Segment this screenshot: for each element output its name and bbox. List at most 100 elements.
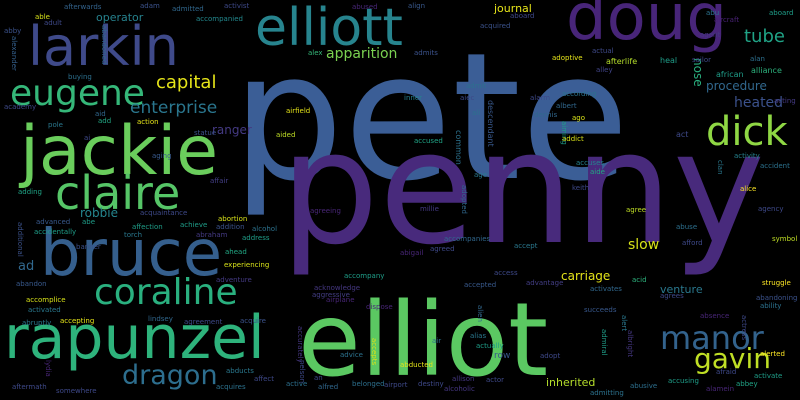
word-admitting: admitting <box>590 389 624 397</box>
word-slow: slow <box>628 237 660 253</box>
word-ranger: ranger <box>212 123 252 137</box>
word-jackie: jackie <box>20 112 219 191</box>
word-advanced: advanced <box>36 218 71 226</box>
word-succeeds: succeeds <box>584 306 617 314</box>
word-abortion: abortion <box>218 215 248 223</box>
word-agent: agent <box>700 31 721 39</box>
word-african: african <box>716 70 744 79</box>
word-eugene: eugene <box>10 73 145 114</box>
word-agreeing: agreeing <box>310 207 341 215</box>
word-adam: adam <box>140 2 160 10</box>
word-bruce: bruce <box>40 217 223 291</box>
word-align: align <box>408 2 426 10</box>
word-torch: torch <box>124 231 143 239</box>
word-dick: dick <box>706 109 788 155</box>
word-acquaintance: acquaintance <box>140 209 188 217</box>
word-accepts: accepts <box>370 338 378 366</box>
word-journal: journal <box>494 2 532 15</box>
word-abe: abe <box>82 218 96 226</box>
word-enterprise: enterprise <box>130 98 218 118</box>
word-aid: aid <box>95 110 106 118</box>
word-aftermath: aftermath <box>12 383 47 391</box>
word-abigail: abigail <box>400 249 424 257</box>
word-aging: aging <box>152 152 172 160</box>
word-inherited: inherited <box>546 376 596 389</box>
word-afterwards: afterwards <box>64 3 102 11</box>
word-albert: albert <box>556 102 577 110</box>
word-accusing: accusing <box>668 377 699 385</box>
word-alien: alien <box>476 305 484 322</box>
word-pole: pole <box>48 121 63 129</box>
word-according: according <box>562 90 597 98</box>
word-millie: millie <box>420 205 439 213</box>
word-activity: activity <box>734 152 760 160</box>
word-alice: alice <box>740 185 757 193</box>
word-heated: heated <box>734 95 784 111</box>
word-additional: additional <box>16 222 24 257</box>
word-abducted: abducted <box>400 361 433 369</box>
word-venture: venture <box>660 283 703 296</box>
word-agrees: agrees <box>660 292 684 300</box>
word-ago: ago <box>572 114 586 122</box>
word-activated: activated <box>28 306 61 314</box>
word-abuse: abuse <box>676 223 698 231</box>
word-abby: abby <box>4 27 22 35</box>
word-alerted: alerted <box>760 350 785 358</box>
word-struggle: struggle <box>762 279 791 287</box>
word-abraham: abraham <box>196 231 228 239</box>
word-destiny: destiny <box>418 380 444 388</box>
word-alley: alley <box>596 66 613 74</box>
word-descendant: descendant <box>486 100 495 147</box>
word-nelson: nelson <box>298 360 306 384</box>
word-aboard: aboard <box>769 9 794 17</box>
word-activate: activate <box>754 372 783 380</box>
word-capital: capital <box>156 72 217 93</box>
word-addict: addict <box>562 135 584 143</box>
word-elliott: elliott <box>255 0 403 58</box>
word-banner: banner <box>76 243 101 251</box>
word-agreement: agreement <box>184 318 223 326</box>
word-alex: alex <box>308 49 323 57</box>
word-buying: buying <box>68 73 92 81</box>
word-alfred: alfred <box>318 383 339 391</box>
word-alcohol: alcohol <box>252 225 278 233</box>
word-albright: albright <box>626 330 634 358</box>
word-symbol: symbol <box>772 235 798 243</box>
word-affection: affection <box>132 223 163 231</box>
word-allison: allison <box>452 375 475 383</box>
word-accidentally: accidentally <box>34 228 77 236</box>
word-adoptive: adoptive <box>552 54 583 62</box>
word-admit: admit <box>466 82 487 90</box>
word-alamein: alamein <box>706 385 735 393</box>
word-abbey: abbey <box>736 380 758 388</box>
word-common: common <box>454 130 463 165</box>
word-abu: abu <box>706 9 720 17</box>
word-acting: acting <box>774 97 796 105</box>
word-academy: academy <box>4 103 37 111</box>
word-accompanied: accompanied <box>196 15 243 23</box>
word-gavin: gavin <box>694 342 772 375</box>
word-address: address <box>242 234 270 242</box>
word-accused: accused <box>414 137 443 145</box>
word-acquire: acquire <box>240 317 266 325</box>
word-abused: abused <box>352 3 378 11</box>
word-acknowledge: acknowledge <box>314 284 361 292</box>
word-keith: keith <box>572 184 590 192</box>
word-airfield: airfield <box>286 107 311 115</box>
word-accepting: accepting <box>60 317 95 325</box>
word-rapunzel: rapunzel <box>4 303 265 373</box>
word-adopt: adopt <box>540 352 561 360</box>
word-alias: alias <box>470 332 487 340</box>
word-admits: admits <box>414 49 438 57</box>
word-doug: doug <box>566 0 727 55</box>
word-claire: claire <box>55 166 181 220</box>
word-accomplice: accomplice <box>26 296 66 304</box>
word-afraid: afraid <box>716 368 737 376</box>
word-afterlife: afterlife <box>606 57 638 66</box>
word-active: active <box>286 380 308 388</box>
word-afford: afford <box>682 239 703 247</box>
word-experiencing: experiencing <box>224 261 270 269</box>
word-ad: ad <box>18 259 35 274</box>
word-abducts: abducts <box>226 367 254 375</box>
